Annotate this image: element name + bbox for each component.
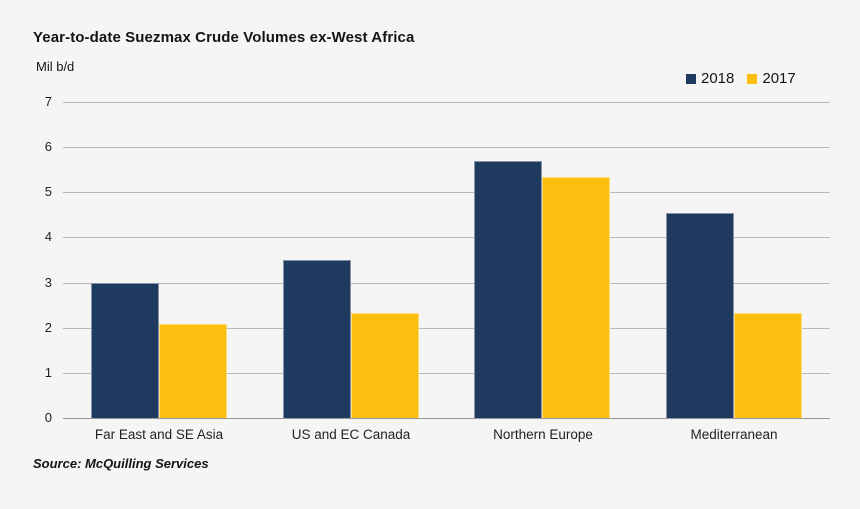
x-axis-category-labels: Far East and SE Asia US and EC Canada Nort… xyxy=(63,427,830,447)
x-category-label-far-east-and-se-asia: Far East and SE Asia xyxy=(94,427,224,442)
legend-item-2018: 2018 xyxy=(686,70,734,87)
gridline-1 xyxy=(63,373,830,374)
bar-2018-us-and-ec-canada xyxy=(283,260,351,418)
gridline-4 xyxy=(63,237,830,238)
y-tick-label-5: 5 xyxy=(44,184,52,199)
legend-swatch-2018 xyxy=(686,73,696,84)
y-tick-label-0: 0 xyxy=(44,410,52,425)
legend: 2018 2017 xyxy=(686,70,796,87)
x-category-label-northern-europe: Northern Europe xyxy=(493,427,593,442)
bar-2017-us-and-ec-canada xyxy=(351,313,419,418)
legend-label: 2018 xyxy=(701,70,735,87)
gridline-2 xyxy=(63,328,830,329)
bar-2018-mediterranean xyxy=(666,213,734,418)
y-axis-units-label: Mil b/d xyxy=(36,59,75,74)
bar-2018-northern-europe xyxy=(474,161,542,418)
y-tick-label-1: 1 xyxy=(44,365,52,380)
plot-area xyxy=(63,102,830,419)
gridline-7 xyxy=(63,102,830,103)
x-category-label-mediterranean: Mediterranean xyxy=(690,427,778,442)
gridline-6 xyxy=(63,147,830,148)
legend-label: 2017 xyxy=(762,70,796,87)
y-tick-label-7: 7 xyxy=(44,94,52,109)
y-tick-label-2: 2 xyxy=(44,320,52,335)
source-label: Source: McQuilling Services xyxy=(33,456,209,471)
x-axis-line xyxy=(63,418,830,419)
bar-2017-mediterranean xyxy=(734,313,802,418)
gridline-3 xyxy=(63,283,830,284)
y-tick-label-6: 6 xyxy=(44,139,52,154)
y-tick-label-3: 3 xyxy=(44,275,52,290)
y-axis-tick-labels: 0 1 2 3 4 5 6 7 xyxy=(24,0,52,509)
bar-2017-northern-europe xyxy=(542,177,610,418)
x-category-label-us-and-ec-canada: US and EC Canada xyxy=(291,427,411,442)
gridline-5 xyxy=(63,192,830,193)
legend-swatch-2017 xyxy=(747,73,758,84)
chart-title: Year-to-date Suezmax Crude Volumes ex-We… xyxy=(33,29,415,46)
bar-2018-far-east-and-se-asia xyxy=(91,283,159,418)
y-tick-label-4: 4 xyxy=(44,229,52,244)
bar-2017-far-east-and-se-asia xyxy=(159,324,227,418)
legend-item-2017: 2017 xyxy=(747,70,796,87)
